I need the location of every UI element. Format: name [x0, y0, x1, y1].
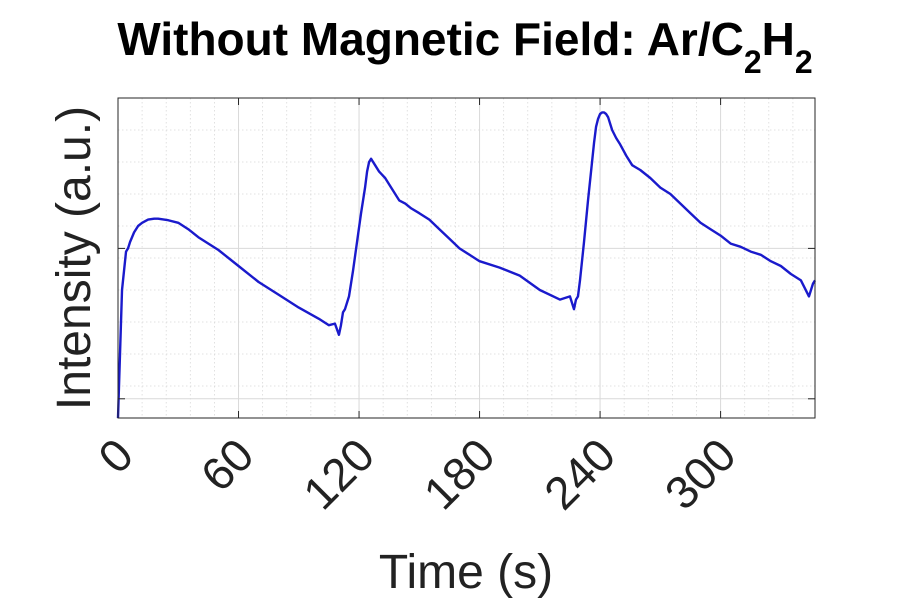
x-axis-label: Time (s): [379, 546, 553, 599]
title-main-part: Without Magnetic Field: Ar/C: [117, 13, 744, 65]
plot-frame: [117, 97, 816, 419]
y-ticks: [118, 247, 815, 400]
minor-grid: [118, 98, 815, 418]
series-line: [116, 111, 817, 419]
title-mid-part: H: [762, 13, 795, 65]
title-subscript-2: 2: [795, 44, 813, 80]
title-subscript-1: 2: [744, 44, 762, 80]
chart-title: Without Magnetic Field: Ar/C2H2: [117, 13, 812, 80]
y-axis-label: Intensity (a.u.): [48, 106, 101, 410]
major-grid: [117, 98, 815, 418]
